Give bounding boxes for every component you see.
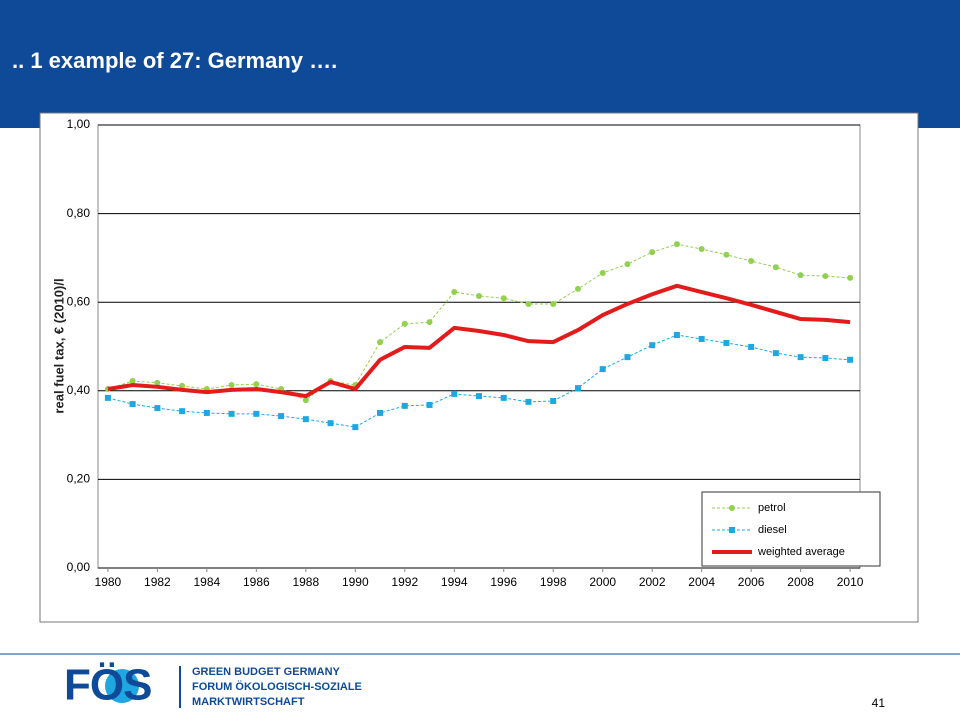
point bbox=[748, 343, 755, 350]
point bbox=[476, 292, 482, 299]
point bbox=[401, 402, 408, 409]
x-tick-label: 1990 bbox=[342, 575, 369, 589]
point bbox=[723, 251, 730, 258]
point bbox=[451, 390, 458, 397]
point bbox=[253, 410, 260, 417]
point bbox=[451, 289, 458, 296]
x-tick-label: 2004 bbox=[688, 575, 715, 589]
x-tick-label: 2010 bbox=[837, 575, 864, 589]
y-tick-label: 0,00 bbox=[67, 560, 91, 574]
point bbox=[476, 393, 482, 400]
point bbox=[624, 354, 631, 361]
point bbox=[550, 300, 557, 307]
point bbox=[698, 246, 705, 253]
point bbox=[426, 319, 433, 326]
point bbox=[772, 350, 779, 357]
point bbox=[179, 382, 186, 389]
org-line: FORUM ÖKOLOGISCH-SOZIALE bbox=[192, 680, 362, 693]
point bbox=[550, 397, 557, 404]
legend-label: weighted average bbox=[757, 546, 845, 558]
point bbox=[599, 366, 606, 373]
y-axis-label: real fuel tax, € (2010)/l bbox=[51, 278, 66, 413]
x-tick-label: 2002 bbox=[639, 575, 666, 589]
point bbox=[154, 405, 161, 412]
point bbox=[797, 354, 804, 361]
x-tick-label: 1992 bbox=[391, 575, 418, 589]
x-tick-label: 2006 bbox=[738, 575, 765, 589]
x-tick-label: 1996 bbox=[490, 575, 517, 589]
x-tick-label: 1986 bbox=[243, 575, 270, 589]
point bbox=[401, 320, 408, 327]
y-tick-label: 0,80 bbox=[67, 206, 91, 220]
legend-marker bbox=[729, 505, 735, 511]
legend-marker bbox=[729, 527, 735, 533]
point bbox=[253, 381, 260, 388]
logo-globe bbox=[105, 669, 139, 703]
x-tick-label: 1998 bbox=[540, 575, 567, 589]
point bbox=[649, 249, 656, 256]
series-line bbox=[107, 283, 851, 399]
point bbox=[302, 397, 309, 404]
point bbox=[525, 398, 532, 405]
point bbox=[673, 241, 680, 248]
x-tick-label: 1988 bbox=[292, 575, 319, 589]
point bbox=[278, 413, 285, 420]
point bbox=[723, 339, 730, 346]
point bbox=[179, 408, 186, 415]
point bbox=[327, 420, 334, 427]
y-tick-label: 0,60 bbox=[67, 294, 91, 308]
point bbox=[748, 258, 755, 265]
x-tick-label: 1982 bbox=[144, 575, 171, 589]
point bbox=[203, 409, 210, 416]
y-tick-label: 0,20 bbox=[67, 472, 91, 486]
point bbox=[822, 355, 829, 362]
x-tick-label: 1980 bbox=[95, 575, 122, 589]
header-band bbox=[0, 0, 960, 128]
point bbox=[129, 401, 136, 408]
point bbox=[847, 274, 854, 281]
point bbox=[822, 273, 829, 280]
legend-label: diesel bbox=[758, 524, 787, 536]
point bbox=[228, 382, 235, 389]
point bbox=[698, 335, 705, 342]
point bbox=[525, 300, 532, 307]
slide-title: .. 1 example of 27: Germany …. bbox=[12, 48, 337, 73]
point bbox=[574, 285, 581, 292]
legend-label: petrol bbox=[758, 502, 786, 514]
point bbox=[228, 410, 235, 417]
point bbox=[104, 394, 111, 401]
x-tick-label: 1984 bbox=[194, 575, 221, 589]
point bbox=[847, 356, 854, 363]
page-number: 41 bbox=[872, 696, 886, 710]
point bbox=[352, 424, 359, 431]
point bbox=[302, 416, 309, 423]
org-line: GREEN BUDGET GERMANY bbox=[192, 666, 341, 678]
point bbox=[154, 379, 161, 386]
point bbox=[772, 264, 779, 271]
point bbox=[129, 378, 136, 385]
x-tick-label: 2000 bbox=[589, 575, 616, 589]
org-line: MARKTWIRTSCHAFT bbox=[192, 696, 305, 708]
point bbox=[649, 342, 656, 349]
y-tick-label: 0,40 bbox=[67, 383, 91, 397]
point bbox=[377, 339, 384, 346]
x-tick-label: 1994 bbox=[441, 575, 468, 589]
logo: FÖS bbox=[64, 661, 151, 710]
point bbox=[426, 401, 433, 408]
point bbox=[377, 409, 384, 416]
point bbox=[500, 394, 507, 401]
point bbox=[500, 295, 507, 302]
point bbox=[797, 272, 804, 279]
y-tick-label: 1,00 bbox=[67, 117, 91, 131]
point bbox=[599, 269, 606, 276]
point bbox=[574, 385, 581, 392]
point bbox=[673, 331, 680, 338]
x-tick-label: 2008 bbox=[787, 575, 814, 589]
point bbox=[624, 261, 631, 268]
